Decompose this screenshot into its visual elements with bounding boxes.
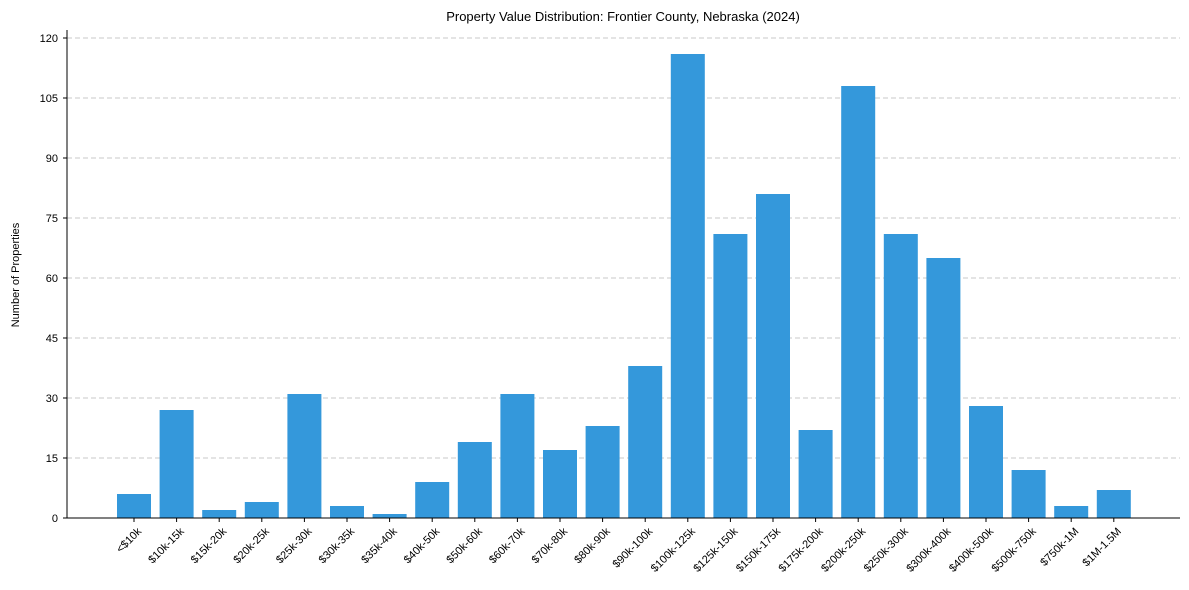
bar [1096, 490, 1131, 518]
y-tick-label: 45 [46, 333, 58, 345]
x-tick-label: $40k-50k [402, 525, 443, 566]
x-tick-label: $90k-100k [611, 525, 656, 570]
x-tick-label: $10k-15k [146, 525, 187, 566]
bar [415, 482, 450, 518]
x-tick-label: $60k-70k [487, 525, 528, 566]
x-tick-label: $300k-400k [904, 525, 953, 574]
bar [969, 406, 1003, 518]
x-axis-ticks: <$10k $10k-15k $15k-20k $20k-25k $25k-30k $30… [114, 518, 1124, 575]
bar [841, 86, 876, 518]
bar [628, 366, 663, 518]
bar [1054, 506, 1089, 518]
y-tick-label: 75 [46, 213, 58, 225]
axes [66, 30, 1180, 519]
chart-title: Property Value Distribution: Frontier Co… [446, 9, 800, 24]
x-tick-label: $35k-40k [359, 525, 400, 566]
bar [500, 394, 535, 518]
y-axis-ticks: 0 15 30 45 60 75 90 105 120 [40, 33, 67, 525]
bar [585, 426, 620, 518]
bar [798, 430, 833, 518]
bar [670, 54, 705, 518]
bar [330, 506, 364, 518]
x-tick-label: $100k-125k [649, 525, 698, 574]
x-tick-label: $175k-200k [777, 525, 826, 574]
x-tick-label: <$10k [114, 525, 144, 555]
bar [457, 442, 492, 518]
y-tick-label: 0 [52, 513, 58, 525]
bar [543, 450, 577, 518]
x-tick-label: $15k-20k [189, 525, 230, 566]
y-tick-label: 15 [46, 453, 58, 465]
x-tick-label: $200k-250k [819, 525, 868, 574]
x-tick-label: $150k-175k [734, 525, 783, 574]
y-tick-label: 30 [46, 393, 58, 405]
x-tick-label: $250k-300k [862, 525, 911, 574]
bar [713, 234, 748, 518]
bar-series [117, 54, 1131, 518]
x-tick-label: $400k-500k [947, 525, 996, 574]
x-tick-label: $30k-35k [317, 525, 358, 566]
bar [372, 514, 407, 518]
y-axis-label: Number of Properties [10, 222, 22, 327]
bar [117, 494, 151, 518]
x-tick-label: $25k-30k [274, 525, 315, 566]
bar [202, 510, 237, 518]
y-tick-label: 60 [46, 273, 58, 285]
bar [287, 394, 322, 518]
bar [159, 410, 194, 518]
x-tick-label: $125k-150k [691, 525, 740, 574]
x-tick-label: $500k-750k [990, 525, 1039, 574]
grid-lines [67, 37, 1180, 459]
y-tick-label: 90 [46, 153, 58, 165]
bar [1011, 470, 1046, 518]
x-tick-label: $20k-25k [231, 525, 272, 566]
x-tick-label: $70k-80k [530, 525, 571, 566]
y-tick-label: 120 [40, 33, 58, 45]
x-tick-label: $50k-60k [444, 525, 485, 566]
x-tick-label: $1M-1.5M [1080, 526, 1124, 570]
bar [244, 502, 279, 518]
bar [883, 234, 918, 518]
bar [926, 258, 961, 518]
y-tick-label: 105 [40, 93, 58, 105]
x-tick-label: $750k-1M [1038, 526, 1081, 569]
bar [756, 194, 790, 518]
x-tick-label: $80k-90k [572, 525, 613, 566]
